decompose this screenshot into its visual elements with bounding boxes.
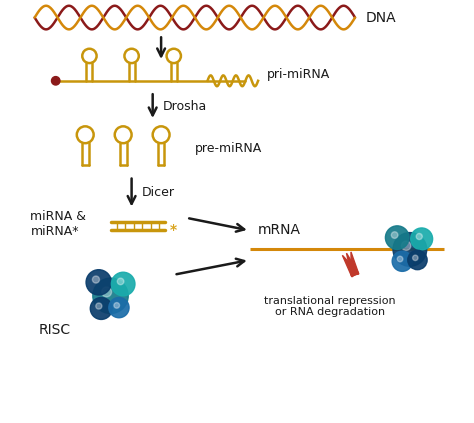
Circle shape xyxy=(111,272,135,296)
Circle shape xyxy=(117,278,124,285)
Circle shape xyxy=(401,241,411,250)
Circle shape xyxy=(90,297,112,319)
Text: Drosha: Drosha xyxy=(163,99,208,113)
Circle shape xyxy=(412,255,418,261)
Circle shape xyxy=(114,302,119,308)
Text: translational repression
or RNA degradation: translational repression or RNA degradat… xyxy=(264,296,396,317)
Circle shape xyxy=(393,233,427,266)
Circle shape xyxy=(101,287,111,297)
Polygon shape xyxy=(346,253,358,276)
Text: RISC: RISC xyxy=(39,323,71,337)
Circle shape xyxy=(385,226,409,250)
Circle shape xyxy=(86,270,111,295)
Text: *: * xyxy=(170,222,177,236)
Circle shape xyxy=(416,233,422,239)
Circle shape xyxy=(392,232,398,238)
Text: DNA: DNA xyxy=(365,11,396,25)
Circle shape xyxy=(408,250,427,270)
Polygon shape xyxy=(351,252,359,275)
Circle shape xyxy=(93,278,128,313)
Text: Dicer: Dicer xyxy=(142,186,175,199)
Circle shape xyxy=(92,276,100,283)
Text: mRNA: mRNA xyxy=(258,223,301,237)
Text: pre-miRNA: pre-miRNA xyxy=(195,142,262,155)
Circle shape xyxy=(109,297,129,318)
Circle shape xyxy=(397,256,403,262)
Circle shape xyxy=(52,77,60,85)
Circle shape xyxy=(392,251,412,272)
Polygon shape xyxy=(342,255,358,277)
Circle shape xyxy=(96,303,102,309)
Text: miRNA &
miRNA*: miRNA & miRNA* xyxy=(30,210,86,238)
Circle shape xyxy=(410,228,433,250)
Text: pri-miRNA: pri-miRNA xyxy=(266,68,330,81)
